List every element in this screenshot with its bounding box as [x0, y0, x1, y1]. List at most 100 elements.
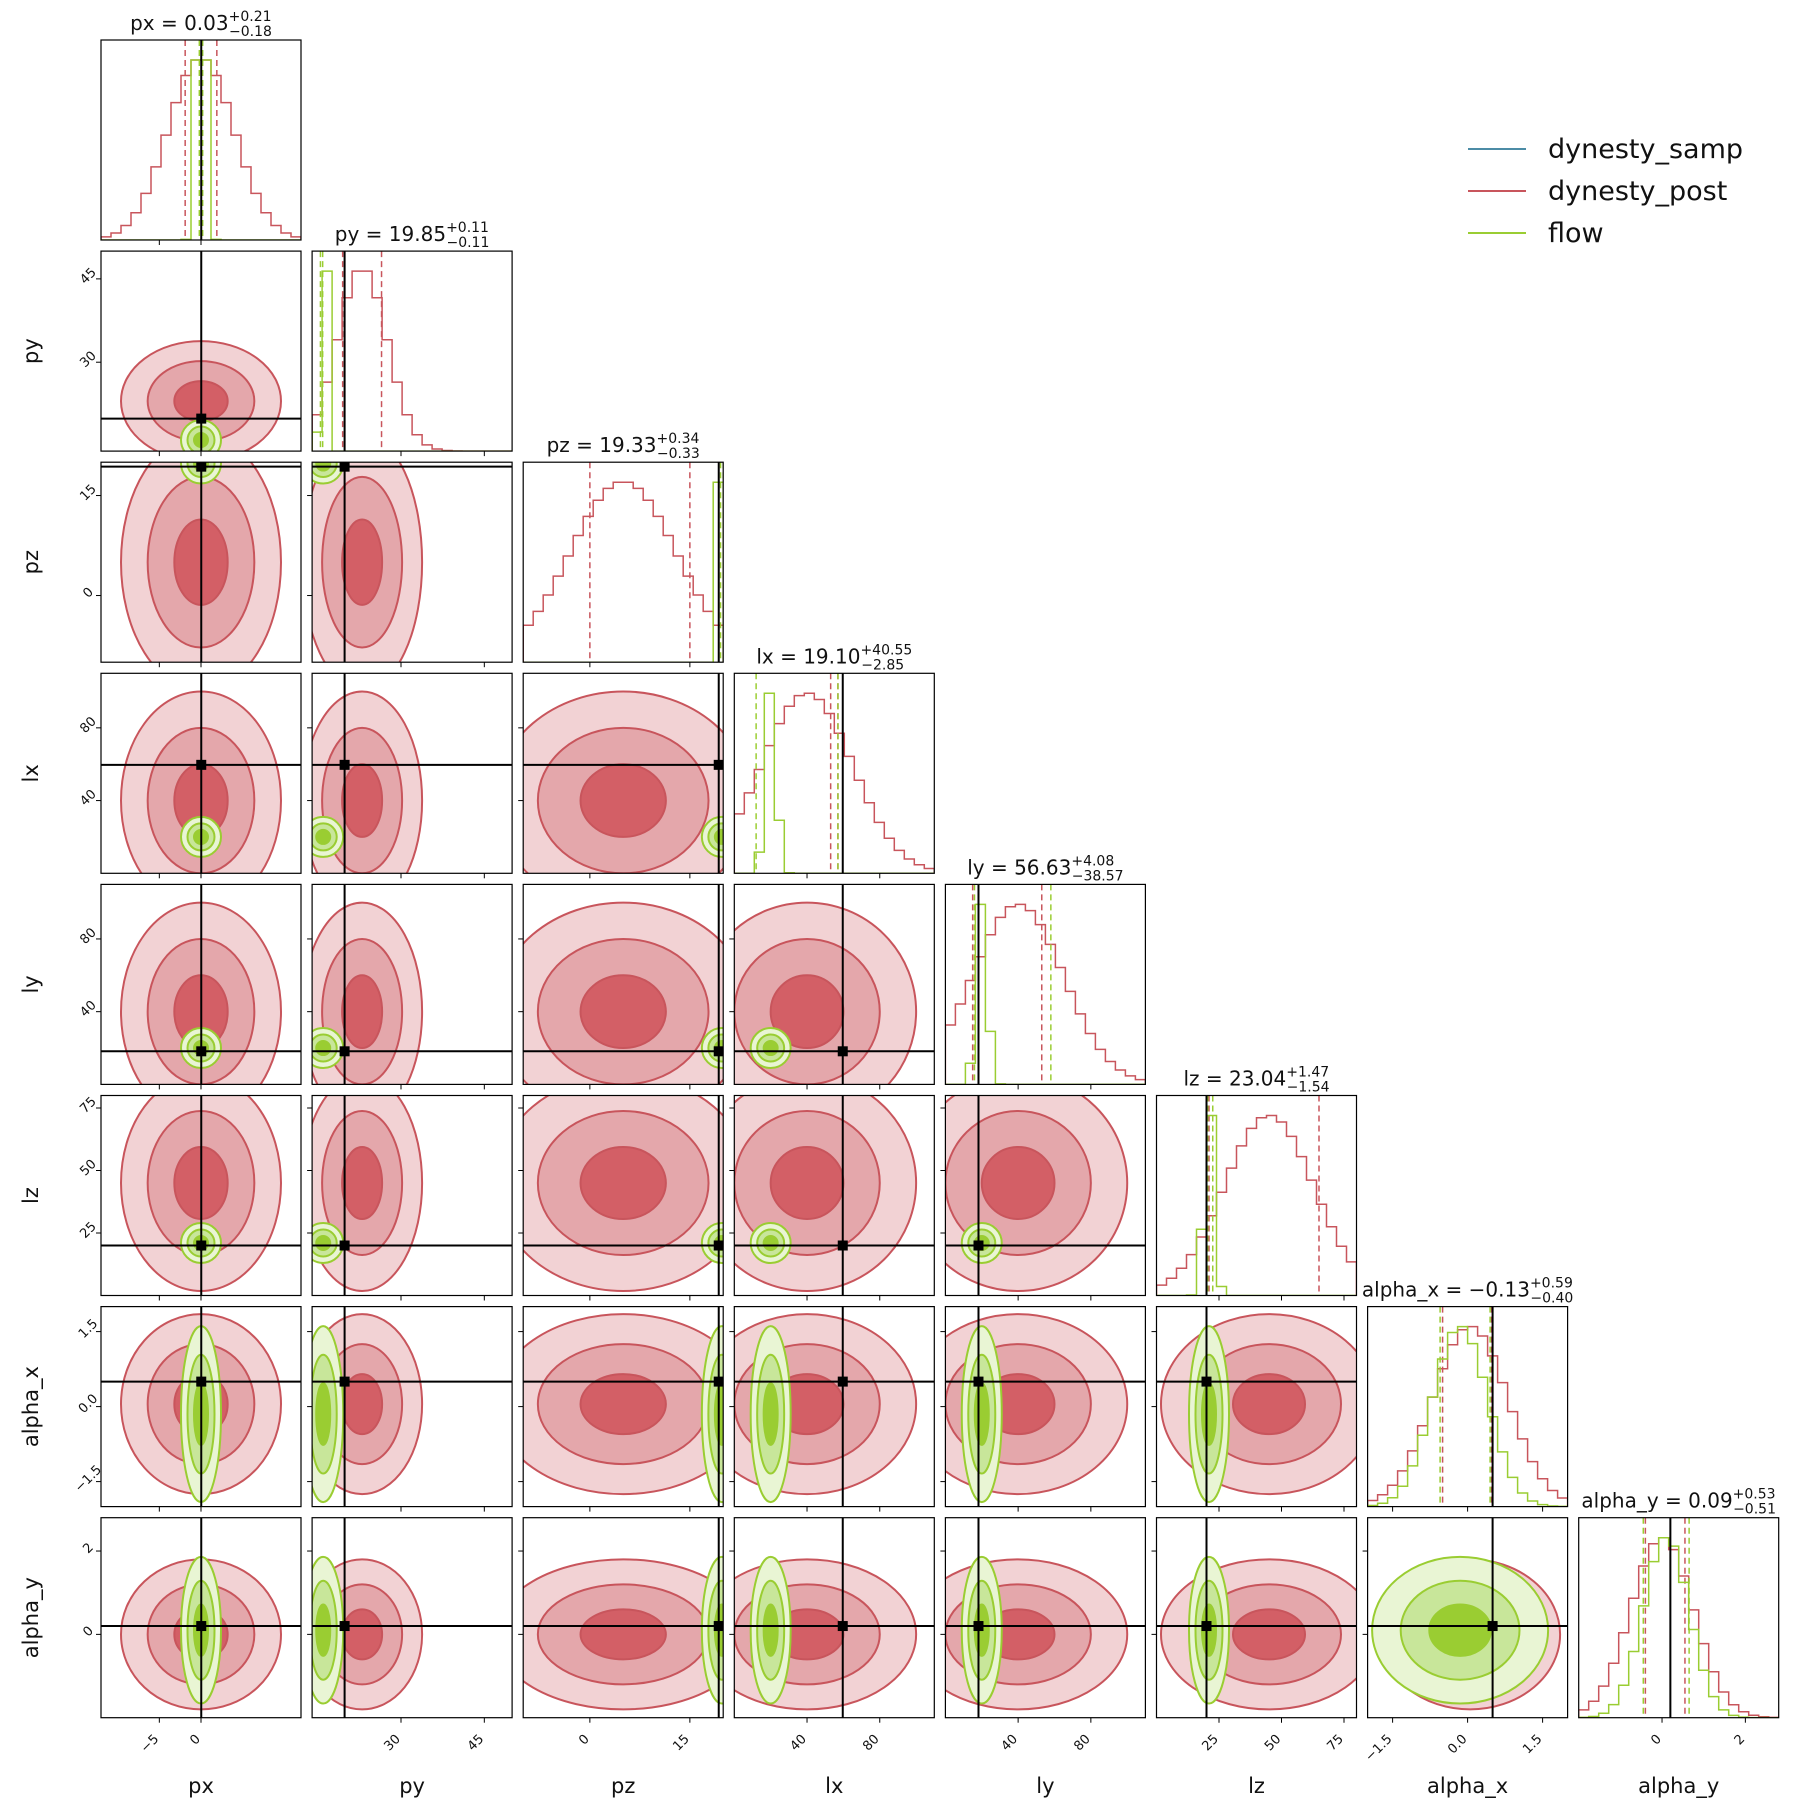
x-tick-label-ly-0: 40 — [999, 1732, 1021, 1754]
panel-frame — [1155, 1094, 1358, 1297]
contour-flow-2 — [315, 462, 332, 472]
contour-dynesty-post-2 — [579, 763, 667, 838]
hist-flow-pz — [523, 481, 724, 663]
panel-content — [1156, 1095, 1357, 1296]
panel-content — [101, 462, 301, 663]
x-tick-label-lz-1: 50 — [1262, 1732, 1284, 1754]
truth-marker-alpha-x-lz — [1201, 1376, 1212, 1387]
contour-dynesty-post-2 — [341, 763, 384, 838]
hist-flow-alpha-y — [1578, 1536, 1779, 1718]
contour-dynesty-post-2 — [1232, 1373, 1306, 1436]
legend-swatch-dynesty-post — [1468, 190, 1526, 192]
panel-content — [312, 1517, 513, 1718]
contour-flow-2 — [315, 1603, 332, 1657]
contour-flow-2 — [762, 1235, 779, 1251]
title-px: px = 0.03+0.21 −0.18 — [130, 9, 272, 40]
panel-content — [523, 673, 724, 874]
panel-content — [1156, 1306, 1357, 1507]
x-tick-label-lx-0: 40 — [788, 1732, 810, 1754]
x-axis-label-px: px — [188, 1774, 214, 1798]
hist-dynesty-post-alpha-x — [1367, 1325, 1568, 1507]
panel-frame — [311, 461, 513, 663]
x-tick-label-alpha-x-1: 0.0 — [1445, 1732, 1470, 1757]
contour-dynesty-post-2 — [341, 974, 384, 1050]
panel-content — [523, 1306, 724, 1507]
truth-marker-alpha-x-lx — [837, 1376, 848, 1387]
panel-frame — [522, 1517, 724, 1719]
x-tick-label-alpha-x-2: 1.5 — [1520, 1732, 1545, 1757]
panel-frame — [522, 461, 724, 663]
x-tick-label-ly-1: 80 — [1071, 1732, 1093, 1754]
panel-ly-vs-py — [307, 883, 513, 1090]
panel-content — [945, 1095, 1146, 1296]
x-tick-label-lz-0: 25 — [1200, 1732, 1222, 1754]
truth-marker-alpha-y-px — [196, 1621, 207, 1632]
contour-flow-2 — [315, 828, 332, 845]
contour-dynesty-post-2 — [579, 1373, 667, 1436]
panel-alpha-x-vs-lx — [729, 1305, 935, 1512]
title-ly: ly = 56.63+4.08 −38.57 — [967, 853, 1123, 884]
legend-label-dynesty-post: dynesty_post — [1548, 175, 1728, 207]
x-axis-label-lz: lz — [1248, 1774, 1265, 1798]
panel-lz-hist: lz = 23.04+1.47 −1.54 — [1155, 1065, 1358, 1301]
panel-frame — [944, 883, 1147, 1086]
contour-flow-2 — [762, 1603, 779, 1657]
panel-content — [1156, 1517, 1357, 1718]
panel-frame — [311, 1094, 513, 1297]
y-tick-label-lx-1: 80 — [77, 714, 99, 736]
truth-marker-alpha-y-alpha-x — [1487, 1621, 1498, 1632]
truth-marker-ly-lx — [837, 1046, 848, 1057]
truth-marker-alpha-y-ly — [973, 1621, 984, 1632]
x-axis-label-lx: lx — [825, 1774, 843, 1798]
panel-frame — [1155, 1517, 1358, 1719]
y-tick-label-alpha-x-0: −1.5 — [72, 1463, 105, 1496]
panel-alpha-x-vs-pz — [518, 1305, 724, 1512]
panel-content — [523, 1095, 724, 1296]
contour-dynesty-post-2 — [1232, 1608, 1306, 1661]
title-alpha-x: alpha_x = −0.13+0.59 −0.40 — [1362, 1276, 1573, 1307]
panel-content — [101, 1306, 301, 1507]
x-axis-label-ly: ly — [1036, 1774, 1054, 1798]
x-tick-label-py-1: 45 — [465, 1732, 487, 1754]
panel-frame — [311, 1517, 513, 1719]
contour-dynesty-post-2 — [769, 1146, 845, 1220]
x-tick-label-lz-2: 75 — [1325, 1732, 1347, 1754]
panel-lx-hist: lx = 19.10+40.55 −2.85 — [733, 642, 935, 879]
panel-content — [101, 1517, 301, 1718]
panel-alpha-y-hist: alpha_y = 0.09+0.53 −0.51 0 2 — [1578, 1487, 1780, 1748]
title-lz: lz = 23.04+1.47 −1.54 — [1183, 1065, 1329, 1096]
truth-marker-alpha-y-lz — [1201, 1621, 1212, 1632]
panel-frame — [522, 883, 724, 1086]
y-tick-label-ly-0: 40 — [77, 998, 99, 1020]
y-axis-label-py: py — [19, 338, 43, 364]
hist-dynesty-post-pz — [523, 481, 724, 663]
truth-marker-ly-py — [339, 1046, 350, 1057]
truth-marker-alpha-y-lx — [837, 1621, 848, 1632]
legend-item-dynesty-post: dynesty_post — [1468, 170, 1743, 212]
contour-flow-2 — [1428, 1603, 1492, 1657]
truth-marker-pz-py — [339, 462, 350, 472]
panel-pz-vs-px: 0 15 — [77, 461, 302, 668]
title-py: py = 19.85+0.11 −0.11 — [335, 220, 490, 251]
truth-marker-ly-pz — [713, 1046, 724, 1057]
contour-flow-2 — [713, 1382, 724, 1446]
panel-pz-hist: pz = 19.33+0.34 −0.33 — [522, 431, 724, 668]
panel-frame — [1578, 1517, 1780, 1719]
legend-item-dynesty-samp: dynesty_samp — [1468, 128, 1743, 170]
panel-frame — [522, 1094, 724, 1297]
y-axis-label-alpha-x: alpha_x — [19, 1366, 44, 1447]
contour-flow-2 — [973, 1382, 990, 1446]
y-tick-label-ly-1: 80 — [77, 925, 99, 947]
contour-flow-2 — [1201, 1382, 1217, 1446]
y-tick-label-lz-2: 75 — [77, 1094, 99, 1116]
truth-marker-lz-ly — [973, 1240, 984, 1251]
panel-frame — [311, 250, 513, 452]
truth-marker-lx-py — [339, 759, 350, 770]
panel-content — [734, 884, 935, 1085]
y-axis-label-ly: ly — [19, 975, 43, 993]
contour-flow-2 — [315, 1040, 332, 1057]
x-tick-label-lx-1: 80 — [860, 1732, 882, 1754]
panel-alpha-y-vs-lz: 25 50 75 — [1151, 1517, 1358, 1754]
contour-flow-2 — [762, 1382, 779, 1446]
